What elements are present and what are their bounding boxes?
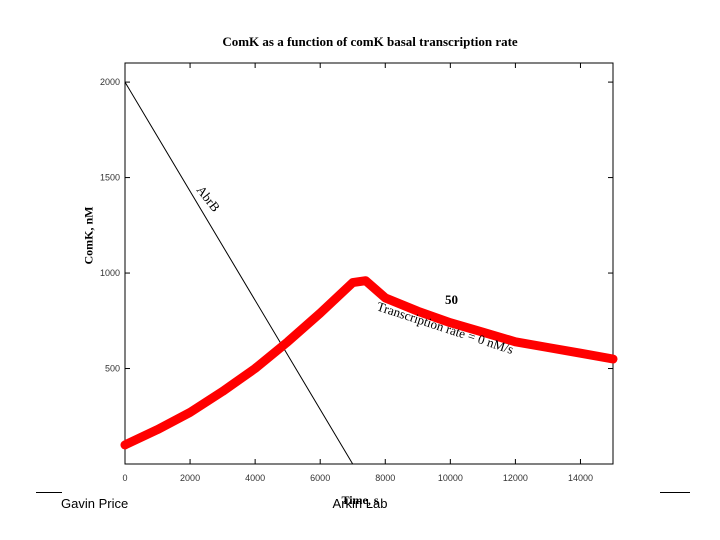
y-tick-label: 1000 [100,268,120,278]
x-tick-label: 6000 [310,473,330,483]
abrb-annotation: AbrB [194,183,224,215]
series-group [120,81,618,465]
tick-group: 0 2000 4000 6000 8000 10000 12000 14000 500 1000 1… [100,63,613,483]
x-tick-label: 10000 [438,473,463,483]
plot-frame [124,62,614,465]
x-tick-label: 2000 [180,473,200,483]
rate-annotation: Transcription rate = 0 nM/s [375,299,515,357]
x-tick-label: 8000 [375,473,395,483]
x-tick-label: 12000 [503,473,528,483]
footer-lab: Arkin Lab [332,496,388,511]
x-tick-label: 14000 [568,473,593,483]
rate-top-annotation: 50 [445,292,458,307]
x-axis-label: Time, s [341,493,379,507]
chart-title: ComK as a function of comK basal transcr… [222,34,518,49]
x-tick-label: 4000 [245,473,265,483]
y-tick-label: 500 [105,364,120,374]
y-tick-label: 2000 [100,77,120,87]
series-line-comk [120,276,618,450]
series-line-abrb [124,81,354,465]
x-tick-label: 0 [122,473,127,483]
footer-rule-right [660,492,690,493]
footer-author: Gavin Price [61,496,129,511]
footer-rule-left [36,492,62,493]
y-tick-label: 1500 [100,173,120,183]
